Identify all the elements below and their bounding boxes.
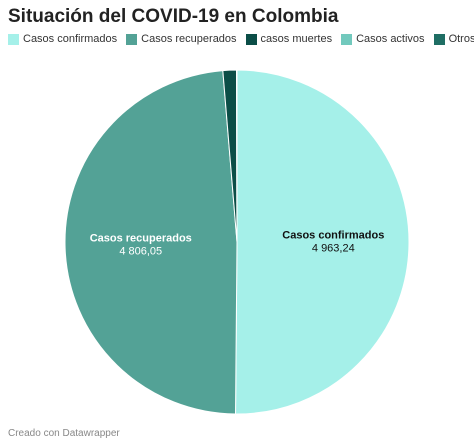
pie-slice <box>64 70 238 415</box>
credit-footer: Creado con Datawrapper <box>8 428 120 439</box>
legend-label: Casos activos <box>356 33 425 45</box>
slice-category-label: Casos recuperados <box>90 233 192 245</box>
legend-swatch <box>433 33 445 45</box>
legend-label: Otros <box>448 33 474 45</box>
legend-item: Otros <box>433 33 474 45</box>
slice-value-label: 4 806,05 <box>119 246 162 258</box>
legend-swatch <box>245 33 257 45</box>
legend-label: casos muertes <box>260 33 333 45</box>
legend-swatch <box>341 33 353 45</box>
legend-item: Casos confirmados <box>8 33 117 45</box>
chart-title: Situación del COVID-19 en Colombia <box>8 6 339 27</box>
legend-swatch <box>8 33 19 45</box>
pie-slice <box>235 69 410 415</box>
legend-item: Casos recuperados <box>126 33 237 45</box>
legend-swatch <box>126 33 138 45</box>
legend-label: Casos recuperados <box>141 33 237 45</box>
legend-item: casos muertes <box>245 33 333 45</box>
legend-label: Casos confirmados <box>23 33 118 45</box>
slice-category-label: Casos confirmados <box>282 229 384 241</box>
legend: Casos confirmados Casos recuperados casos … <box>8 33 474 45</box>
slice-value-label: 4 963,24 <box>312 242 355 254</box>
legend-item: Casos activos <box>341 33 425 45</box>
